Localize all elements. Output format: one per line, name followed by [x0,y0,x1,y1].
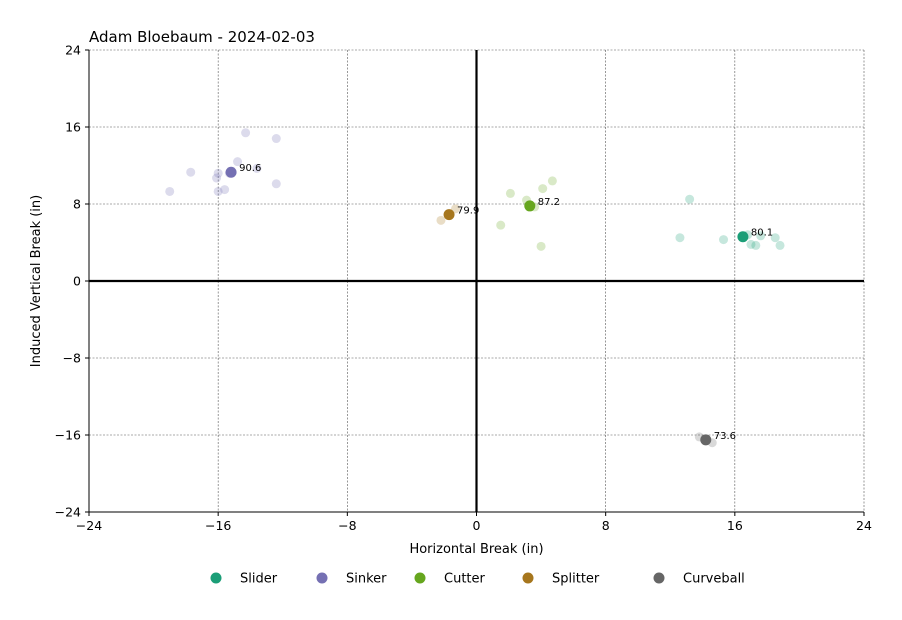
curveball-average-point [700,434,712,446]
cutter-legend-marker [414,572,426,584]
y-tick-label: −8 [63,351,81,366]
slider-pitch-point [675,233,685,243]
y-tick-label: 0 [73,274,81,289]
sinker-pitch-point [271,134,281,144]
y-tick-label: 16 [65,120,81,135]
slider-pitch-point [756,231,766,241]
sinker-pitch-point [241,128,251,138]
x-tick-label: 16 [727,518,743,533]
splitter-average-point [443,209,455,221]
cutter-pitch-point [505,188,515,198]
sinker-pitch-point [165,186,175,196]
cutter-velocity-label: 87.2 [538,197,560,208]
data-points [165,128,785,448]
cutter-pitch-point [538,184,548,194]
slider-pitch-point [775,240,785,250]
sinker-pitch-point [220,185,230,195]
x-tick-label: 24 [856,518,872,533]
x-tick-label: −8 [338,518,356,533]
cutter-pitch-point [536,241,546,251]
x-axis-label: Horizontal Break (in) [409,542,543,557]
y-tick-label: 24 [65,43,81,58]
slider-pitch-point [719,235,729,245]
cutter-legend-label: Cutter [444,572,486,587]
x-tick-label: 8 [602,518,610,533]
sinker-pitch-point [212,173,222,183]
y-tick-label: 8 [73,197,81,212]
y-axis-label: Induced Vertical Break (in) [29,195,44,368]
curveball-legend-marker [653,572,665,584]
sinker-pitch-point [252,163,262,173]
slider-legend-label: Slider [240,572,278,587]
curveball-legend-label: Curveball [683,572,745,587]
splitter-velocity-label: 79.9 [457,206,479,217]
sinker-pitch-point [186,167,196,177]
cutter-pitch-point [547,176,557,186]
axes: −24 −16 −8 0 8 16 24 −24 −16 −8 0 8 16 24 [55,43,872,534]
slider-pitch-point [685,194,695,204]
slider-pitch-point [770,233,780,243]
slider-average-point [737,231,749,243]
slider-pitch-point [751,240,761,250]
legend: Slider Sinker Cutter Splitter Curveball [210,572,745,587]
x-tick-label: −16 [205,518,231,533]
sinker-pitch-point [213,186,223,196]
x-tick-label: 0 [473,518,481,533]
y-tick-label: −24 [55,505,81,520]
splitter-legend-label: Splitter [552,572,600,587]
cutter-average-point [524,200,536,212]
slider-legend-marker [210,572,222,584]
slider-pitch-point [746,239,756,249]
y-tick-label: −16 [55,428,81,443]
sinker-legend-label: Sinker [346,572,387,587]
sinker-pitch-point [213,168,223,178]
slider-velocity-label: 80.1 [751,228,773,239]
sinker-average-point [225,166,237,178]
curveball-velocity-label: 73.6 [714,431,736,442]
splitter-legend-marker [522,572,534,584]
sinker-legend-marker [316,572,328,584]
splitter-pitch-point [436,215,446,225]
cutter-pitch-point [496,220,506,230]
average-points: 80.1 90.6 87.2 79.9 73.6 [225,163,773,446]
sinker-velocity-label: 90.6 [239,163,261,174]
sinker-pitch-point [233,157,243,167]
chart-title: Adam Bloebaum - 2024-02-03 [89,28,315,46]
sinker-pitch-point [271,179,281,189]
x-tick-label: −24 [76,518,102,533]
